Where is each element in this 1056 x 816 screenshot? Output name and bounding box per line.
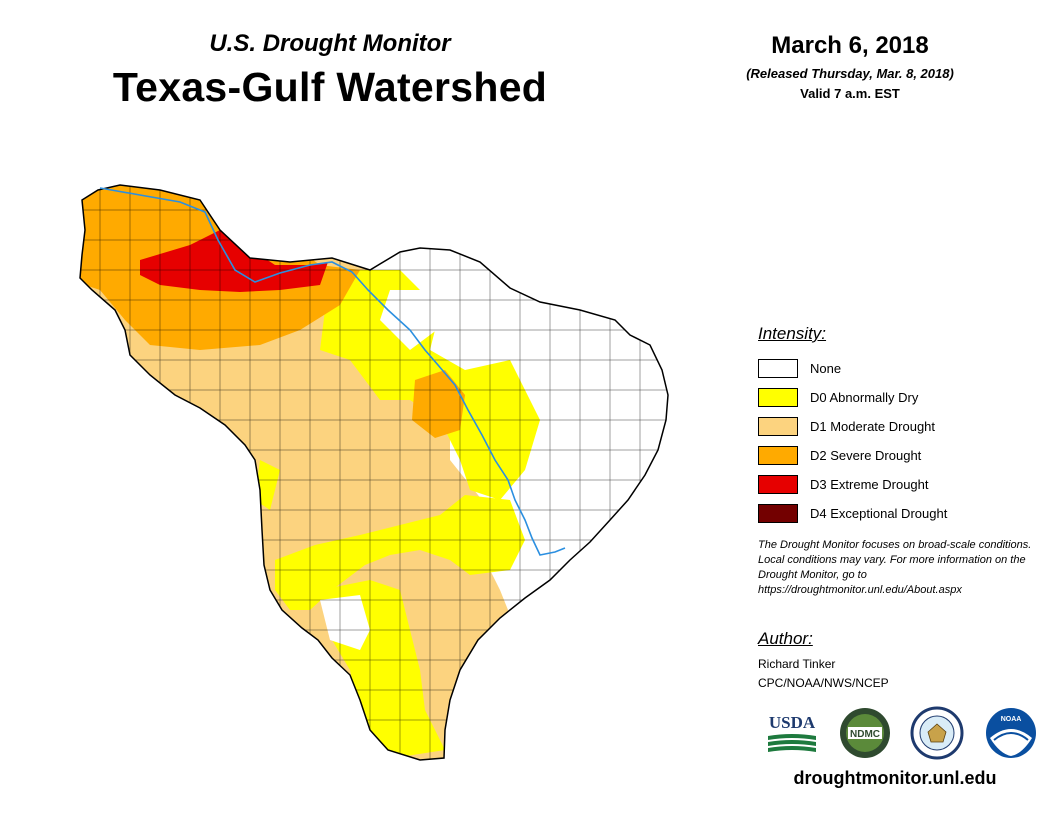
legend-item-d0: D0 Abnormally Dry — [758, 383, 1028, 412]
d0-area-west — [255, 460, 280, 510]
legend-swatch-d1 — [758, 417, 798, 436]
legend-swatch-d3 — [758, 475, 798, 494]
d2-area-central — [412, 370, 465, 438]
legend-swatch-d0 — [758, 388, 798, 407]
partner-logos: USDA NDMC NOAA — [764, 706, 1036, 760]
pre-title: U.S. Drought Monitor — [209, 30, 451, 57]
ndmc-logo: NDMC — [840, 708, 890, 758]
legend-swatch-d4 — [758, 504, 798, 523]
noaa-logo-text: NOAA — [1001, 716, 1022, 723]
legend: Intensity: None D0 Abnormally Dry D1 Mod… — [758, 324, 1028, 528]
legend-label: D4 Exceptional Drought — [810, 506, 948, 521]
legend-label: D1 Moderate Drought — [810, 419, 936, 434]
legend-item-d3: D3 Extreme Drought — [758, 470, 1028, 499]
river — [99, 187, 566, 556]
date-block: March 6, 2018 (Released Thursday, Mar. 8… — [690, 32, 1010, 101]
ndmc-logo-text: NDMC — [850, 729, 880, 740]
legend-item-d4: D4 Exceptional Drought — [758, 499, 1028, 528]
legend-swatch-none — [758, 359, 798, 378]
drought-map — [79, 184, 669, 761]
commerce-seal-logo — [910, 706, 964, 760]
legend-item-d2: D2 Severe Drought — [758, 441, 1028, 470]
noaa-logo: NOAA — [986, 708, 1036, 758]
page-title: Texas-Gulf Watershed — [112, 64, 548, 110]
author-name: Richard Tinker — [758, 657, 836, 671]
legend-label: D0 Abnormally Dry — [810, 390, 919, 405]
author-org: CPC/NOAA/NWS/NCEP — [758, 676, 889, 690]
legend-item-d1: D1 Moderate Drought — [758, 412, 1028, 441]
usda-logo: USDA — [768, 713, 816, 752]
drought-areas — [80, 185, 668, 760]
legend-label: None — [810, 361, 842, 376]
none-area-central — [380, 290, 450, 350]
valid-time: Valid 7 a.m. EST — [800, 86, 900, 101]
legend-swatch-d2 — [758, 446, 798, 465]
d3-area — [140, 230, 328, 292]
legend-item-none: None — [758, 354, 1028, 383]
legend-items: None D0 Abnormally Dry D1 Moderate Droug… — [758, 354, 1028, 528]
author-heading: Author: — [758, 629, 813, 648]
basin-outline — [79, 184, 669, 761]
usda-logo-text: USDA — [769, 713, 816, 732]
release-date: (Released Thursday, Mar. 8, 2018) — [746, 66, 954, 81]
legend-title: Intensity: — [758, 324, 827, 343]
none-area-south — [320, 595, 370, 650]
map-date: March 6, 2018 — [771, 32, 929, 59]
legend-label: D2 Severe Drought — [810, 448, 922, 463]
site-url[interactable]: droughtmonitor.unl.edu — [793, 768, 997, 788]
info-note: The Drought Monitor focuses on broad-sca… — [758, 539, 1032, 596]
legend-label: D3 Extreme Drought — [810, 477, 929, 492]
